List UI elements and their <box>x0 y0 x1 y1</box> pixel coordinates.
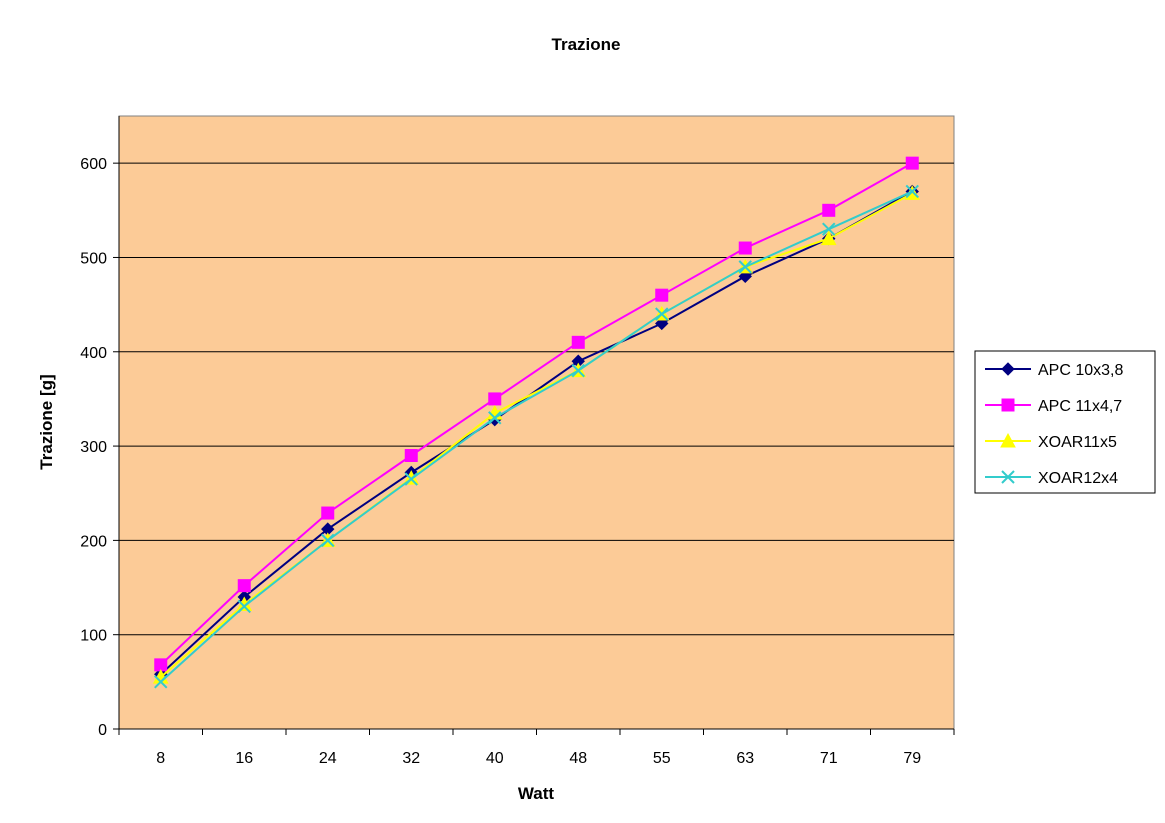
series-2 <box>154 156 919 672</box>
legend-entry: XOAR11x5 <box>985 432 1117 451</box>
data-point <box>571 335 585 349</box>
y-tick-label: 300 <box>80 439 107 456</box>
x-tick-labels: 8 16 24 32 40 48 55 63 71 79 <box>156 750 921 767</box>
data-point <box>321 533 335 548</box>
series-group <box>152 156 921 689</box>
data-point <box>905 156 919 170</box>
axes <box>113 116 955 735</box>
x-tick-label: 32 <box>402 750 420 767</box>
x-axis-label: Watt <box>518 784 555 803</box>
series-4 <box>154 184 919 689</box>
y-tick-label: 200 <box>80 533 107 550</box>
legend-label: XOAR12x4 <box>1038 470 1118 487</box>
x-tick-label: 79 <box>903 750 921 767</box>
legend-marker <box>1001 398 1015 412</box>
legend-entry: XOAR12x4 <box>985 470 1118 487</box>
data-point <box>237 599 251 614</box>
data-point <box>154 658 168 672</box>
legend-marker <box>1001 362 1015 376</box>
series-line <box>160 162 913 666</box>
x-tick-label: 8 <box>156 750 165 767</box>
legend-box <box>974 350 1156 494</box>
y-tick-label: 500 <box>80 250 107 267</box>
x-tick-label: 71 <box>820 750 838 767</box>
y-axis-label: Trazione [g] <box>37 374 56 469</box>
data-point <box>820 230 837 246</box>
legend-entry: APC 11x4,7 <box>985 398 1122 415</box>
x-tick-label: 63 <box>736 750 754 767</box>
data-point <box>655 288 669 302</box>
data-point <box>321 506 335 520</box>
legend: APC 10x3,8 APC 11x4,7 XOAR11x5 XOAR12x4 <box>974 350 1156 494</box>
data-point <box>905 184 919 199</box>
x-tick-label: 55 <box>653 750 671 767</box>
legend-label: APC 11x4,7 <box>1038 398 1122 415</box>
data-point <box>237 579 251 593</box>
data-point <box>404 449 418 463</box>
x-tick-label: 16 <box>235 750 253 767</box>
data-point <box>571 363 585 378</box>
plot-area <box>118 115 955 730</box>
x-tick-label: 24 <box>319 750 337 767</box>
data-point <box>822 203 836 217</box>
grid-lines <box>119 162 954 636</box>
legend-label: APC 10x3,8 <box>1038 362 1123 379</box>
data-point <box>154 675 168 689</box>
y-tick-label: 0 <box>98 722 107 739</box>
x-tick-label: 48 <box>569 750 587 767</box>
legend-entry: APC 10x3,8 <box>985 362 1123 379</box>
data-point <box>738 260 752 274</box>
data-point <box>488 392 502 406</box>
y-tick-label: 400 <box>80 345 107 362</box>
legend-marker <box>1000 432 1016 448</box>
data-point <box>738 241 752 255</box>
series-line <box>160 190 913 683</box>
data-point <box>822 222 836 236</box>
y-tick-label: 600 <box>80 156 107 173</box>
data-point <box>404 472 418 486</box>
y-tick-labels: 0 100 200 300 400 500 600 <box>80 156 107 739</box>
data-point <box>655 307 669 321</box>
chart-title: Trazione <box>552 35 621 54</box>
series-line <box>160 190 913 676</box>
legend-label: XOAR11x5 <box>1038 434 1117 451</box>
y-tick-label: 100 <box>80 628 107 645</box>
data-point <box>488 411 502 425</box>
x-tick-label: 40 <box>486 750 504 767</box>
legend-marker <box>1001 470 1015 484</box>
